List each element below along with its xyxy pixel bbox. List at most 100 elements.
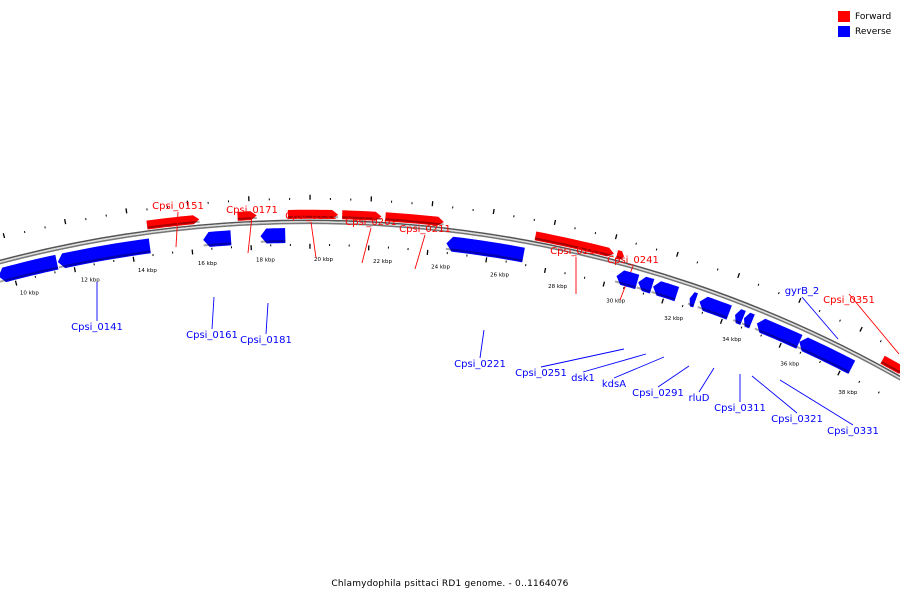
gene-leader-line	[265, 302, 269, 335]
legend-reverse: Reverse	[838, 24, 891, 39]
gene-feature[interactable]	[615, 250, 624, 260]
gene-label[interactable]: Cpsi_0171	[226, 205, 278, 216]
gene-feature[interactable]	[57, 238, 151, 269]
outer-tick	[879, 340, 882, 343]
gene-leader-line	[414, 234, 426, 270]
gene-feature[interactable]	[799, 337, 856, 374]
gene-shading	[616, 255, 624, 260]
gene-shading	[260, 240, 286, 243]
gene-feature[interactable]	[203, 230, 232, 247]
scale-label: 30 kbp	[606, 298, 625, 304]
outer-tick	[2, 233, 6, 239]
gene-shading	[203, 242, 232, 247]
legend: Forward Reverse	[838, 9, 891, 39]
gene-feature[interactable]	[653, 281, 680, 302]
scale-label: 12 kbp	[81, 277, 100, 283]
legend-reverse-label: Reverse	[855, 26, 892, 37]
gene-leader-line	[361, 227, 372, 264]
gene-shading	[687, 302, 695, 307]
gene-feature[interactable]	[735, 309, 746, 325]
genome-caption: Chlamydophila psittaci RD1 genome. - 0..…	[331, 579, 569, 589]
inner-tick	[837, 370, 841, 376]
inner-tick	[426, 249, 429, 255]
inner-tick	[740, 326, 743, 329]
gene-label[interactable]: Cpsi_0321	[771, 414, 823, 425]
gene-label[interactable]: gyrB_2	[785, 286, 820, 297]
gene-feature[interactable]	[689, 292, 698, 308]
scale-label: 10 kbp	[20, 291, 39, 297]
gene-shading	[147, 220, 200, 229]
gene-label[interactable]: Cpsi_0311	[714, 403, 766, 414]
gene-label[interactable]: Cpsi_0151	[152, 201, 204, 212]
gene-leader-line	[751, 375, 798, 414]
backbone-inner	[0, 222, 900, 381]
gene-shading	[651, 290, 676, 301]
gene-feature[interactable]	[342, 210, 382, 221]
gene-label[interactable]: Cpsi_0251	[515, 368, 567, 379]
gene-label[interactable]: Cpsi_0161	[186, 330, 238, 341]
gene-label[interactable]: Cpsi_0231	[550, 246, 602, 257]
inner-tick	[778, 342, 782, 348]
forward-swatch	[838, 11, 850, 22]
gene-feature[interactable]	[385, 212, 444, 226]
gene-feature[interactable]	[616, 270, 640, 290]
gene-leader-line	[801, 296, 839, 340]
inner-tick	[543, 267, 547, 274]
gene-feature[interactable]	[146, 215, 200, 230]
inner-tick	[877, 391, 880, 394]
gene-feature[interactable]	[446, 236, 525, 263]
gene-leader-line	[582, 353, 647, 373]
gene-shading	[534, 237, 614, 258]
backbone-center	[0, 221, 900, 379]
gene-label[interactable]: Cpsi_0141	[71, 322, 123, 333]
legend-forward-label: Forward	[855, 11, 892, 22]
gene-label[interactable]: dsk1	[571, 373, 595, 384]
outer-tick	[839, 319, 841, 322]
gene-feature[interactable]	[756, 318, 803, 349]
gene-label[interactable]: Cpsi_0241	[607, 255, 659, 266]
gene-shading	[237, 216, 257, 220]
gene-feature[interactable]	[287, 209, 339, 219]
gene-shading	[732, 319, 742, 325]
scale-label: 16 kbp	[198, 261, 217, 267]
gene-shading	[58, 250, 151, 269]
gene-label[interactable]: Cpsi_0211	[399, 224, 451, 235]
gene-label[interactable]: rluD	[689, 393, 710, 404]
inner-tick	[819, 360, 821, 364]
inner-tick	[132, 256, 135, 262]
gene-shading	[0, 266, 59, 283]
inner-tick	[681, 304, 684, 308]
gene-label[interactable]: Cpsi_0201	[345, 217, 397, 228]
gene-feature[interactable]	[0, 254, 59, 283]
gene-feature[interactable]	[880, 355, 900, 374]
inner-tick	[73, 267, 76, 273]
gene-feature[interactable]	[638, 276, 655, 294]
gene-shading	[796, 345, 850, 374]
gene-label[interactable]: Cpsi_0191	[285, 211, 337, 222]
gene-label[interactable]: Cpsi_0351	[823, 295, 875, 306]
gene-label[interactable]: Cpsi_0291	[632, 388, 684, 399]
gene-label[interactable]: Cpsi_0331	[827, 426, 879, 437]
scale-label: 36 kbp	[780, 362, 799, 368]
inner-tick	[760, 334, 762, 337]
inner-tick	[602, 281, 606, 287]
gene-feature[interactable]	[534, 231, 614, 257]
outer-tick	[757, 283, 760, 286]
gene-feature[interactable]	[260, 228, 286, 244]
outer-tick	[696, 261, 699, 264]
scale-label: 26 kbp	[490, 273, 509, 279]
gene-feature[interactable]	[744, 312, 755, 329]
gene-shading	[754, 327, 798, 348]
inner-tick	[701, 311, 704, 314]
gene-label[interactable]: Cpsi_0181	[240, 335, 292, 346]
gene-leader-line	[698, 367, 715, 393]
gene-feature[interactable]	[699, 296, 732, 320]
scale-label: 14 kbp	[138, 268, 157, 274]
scale-label: 22 kbp	[373, 259, 392, 265]
outer-tick	[798, 297, 802, 303]
gene-label[interactable]: Cpsi_0221	[454, 359, 506, 370]
gene-label[interactable]: kdsA	[602, 379, 626, 390]
scale-label: 32 kbp	[664, 316, 683, 322]
gene-leader-line	[479, 329, 485, 359]
backbone-outer	[0, 219, 900, 378]
